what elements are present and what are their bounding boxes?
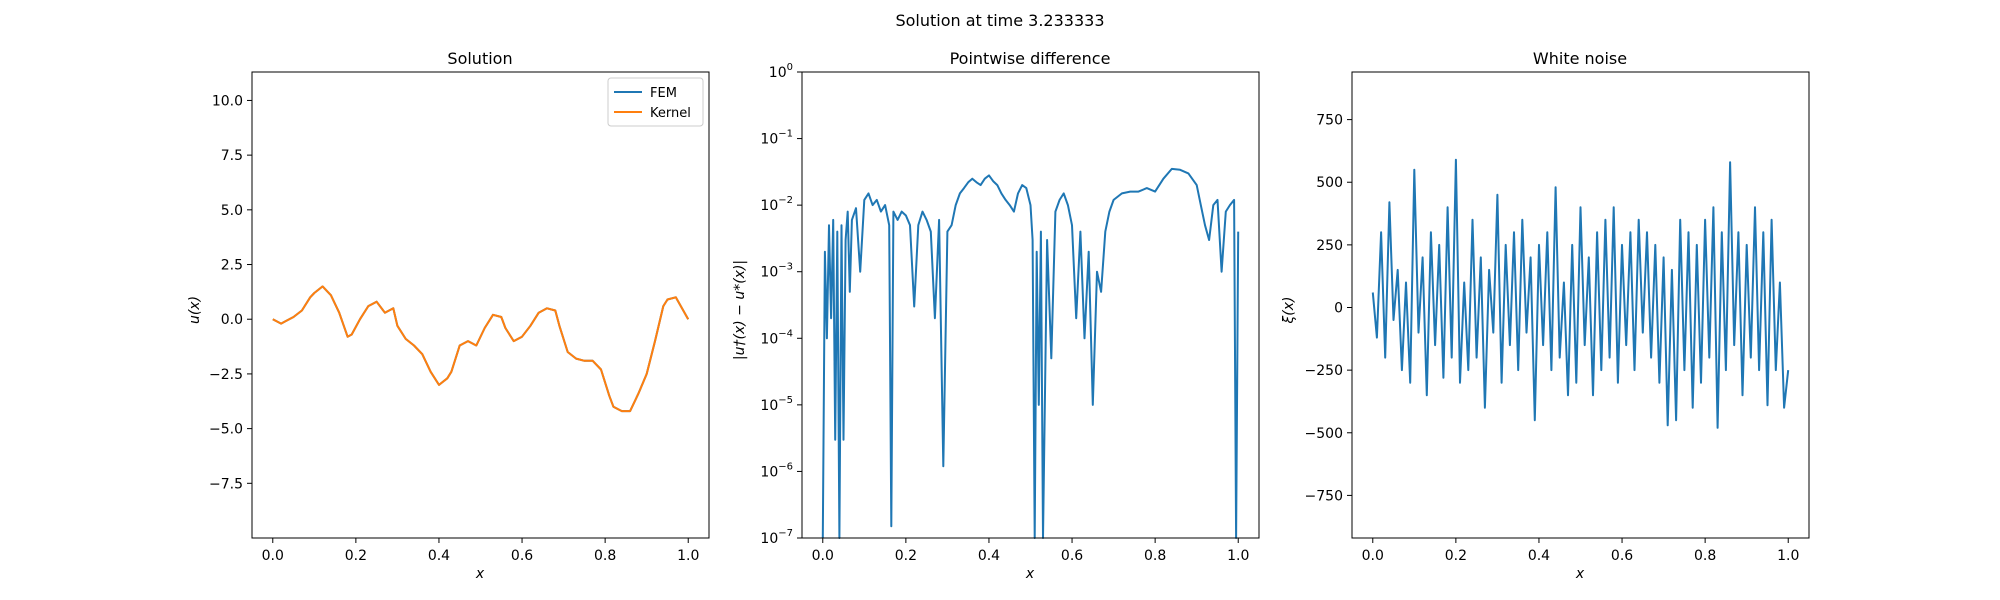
- y-tick-label: 0: [1334, 301, 1343, 317]
- noise-xlabel: x: [1575, 566, 1585, 582]
- y-tick-label: 10−3: [760, 262, 793, 281]
- x-tick-label: 1.0: [677, 548, 699, 564]
- x-tick-label: 1.0: [1227, 548, 1249, 564]
- y-tick-label: 10−1: [760, 129, 793, 148]
- y-tick-label: 10−5: [760, 395, 793, 414]
- y-tick-label: 10−4: [760, 328, 793, 347]
- legend-fem-label: FEM: [650, 86, 677, 101]
- y-tick-label: −7.5: [209, 476, 243, 492]
- y-tick-label: 2.5: [221, 258, 243, 274]
- solution-ticks: 0.0 0.2 0.4 0.6 0.8 1.0 −7.5 −5.0 −2.5 0.0 2.5 5.0 7…: [209, 93, 699, 564]
- x-tick-label: 0.2: [345, 548, 367, 564]
- y-tick-label: 7.5: [221, 148, 243, 164]
- x-tick-label: 0.6: [511, 548, 533, 564]
- x-tick-label: 0.0: [812, 548, 834, 564]
- legend-kernel-label: Kernel: [650, 106, 691, 121]
- difference-xlabel: x: [1025, 566, 1035, 582]
- x-tick-label: 1.0: [1777, 548, 1799, 564]
- y-tick-label: 10.0: [212, 93, 243, 109]
- difference-ylabel: |u†(x) − u*(x)|: [732, 260, 748, 360]
- y-tick-label: −250: [1305, 363, 1343, 379]
- figure-suptitle: Solution at time 3.233333: [895, 11, 1104, 30]
- y-tick-label: 750: [1316, 113, 1343, 129]
- noise-ylabel: ξ(x): [1281, 296, 1297, 324]
- x-tick-label: 0.8: [594, 548, 616, 564]
- difference-panel: Pointwise difference x |u†(x) − u*(x)| 0…: [732, 49, 1260, 582]
- x-tick-label: 0.8: [1144, 548, 1166, 564]
- y-tick-label: 100: [769, 62, 793, 81]
- noise-frame: [1351, 71, 1810, 539]
- series-line-2-0: [1371, 158, 1790, 429]
- x-tick-label: 0.8: [1694, 548, 1716, 564]
- y-tick-label: 5.0: [221, 203, 243, 219]
- solution-frame: [251, 71, 710, 539]
- y-tick-label: 10−2: [760, 195, 793, 214]
- y-tick-label: −2.5: [209, 367, 243, 383]
- solution-lines: [272, 285, 690, 413]
- y-tick-label: 10−7: [760, 528, 793, 547]
- y-tick-label: 0.0: [221, 312, 243, 328]
- x-tick-label: 0.2: [1445, 548, 1467, 564]
- legend-box: [607, 77, 704, 127]
- y-tick-label: −500: [1305, 426, 1343, 442]
- difference-lines: [821, 167, 1240, 539]
- x-tick-label: 0.6: [1061, 548, 1083, 564]
- series-line-kernel: [272, 285, 690, 413]
- difference-frame: [801, 71, 1260, 539]
- x-tick-label: 0.0: [1362, 548, 1384, 564]
- y-tick-label: 500: [1316, 175, 1343, 191]
- y-tick-label: 250: [1316, 238, 1343, 254]
- series-line-1-0: [821, 167, 1240, 539]
- x-tick-label: 0.4: [978, 548, 1000, 564]
- x-tick-label: 0.0: [262, 548, 284, 564]
- difference-title: Pointwise difference: [950, 49, 1111, 68]
- solution-xlabel: x: [475, 566, 485, 582]
- solution-panel: Solution x u(x) 0.0 0.2 0.4 0.6 0.8 1.0 −7.5 −5…: [187, 49, 710, 582]
- x-tick-label: 0.4: [1528, 548, 1550, 564]
- solution-ylabel: u(x): [187, 296, 203, 324]
- x-tick-label: 0.2: [895, 548, 917, 564]
- noise-lines: [1371, 158, 1790, 429]
- y-tick-label: −5.0: [209, 422, 243, 438]
- y-tick-label: −750: [1305, 488, 1343, 504]
- y-tick-label: 10−6: [760, 461, 793, 480]
- x-tick-label: 0.6: [1611, 548, 1633, 564]
- noise-panel: White noise x ξ(x) 0.0 0.2 0.4 0.6 0.8 1.0 −75…: [1281, 49, 1810, 582]
- noise-ticks: 0.0 0.2 0.4 0.6 0.8 1.0 −750 −500 −250 0 250 500 750: [1305, 113, 1800, 564]
- x-tick-label: 0.4: [428, 548, 450, 564]
- noise-title: White noise: [1533, 49, 1627, 68]
- solution-title: Solution: [447, 49, 512, 68]
- solution-legend: FEM Kernel: [607, 77, 704, 127]
